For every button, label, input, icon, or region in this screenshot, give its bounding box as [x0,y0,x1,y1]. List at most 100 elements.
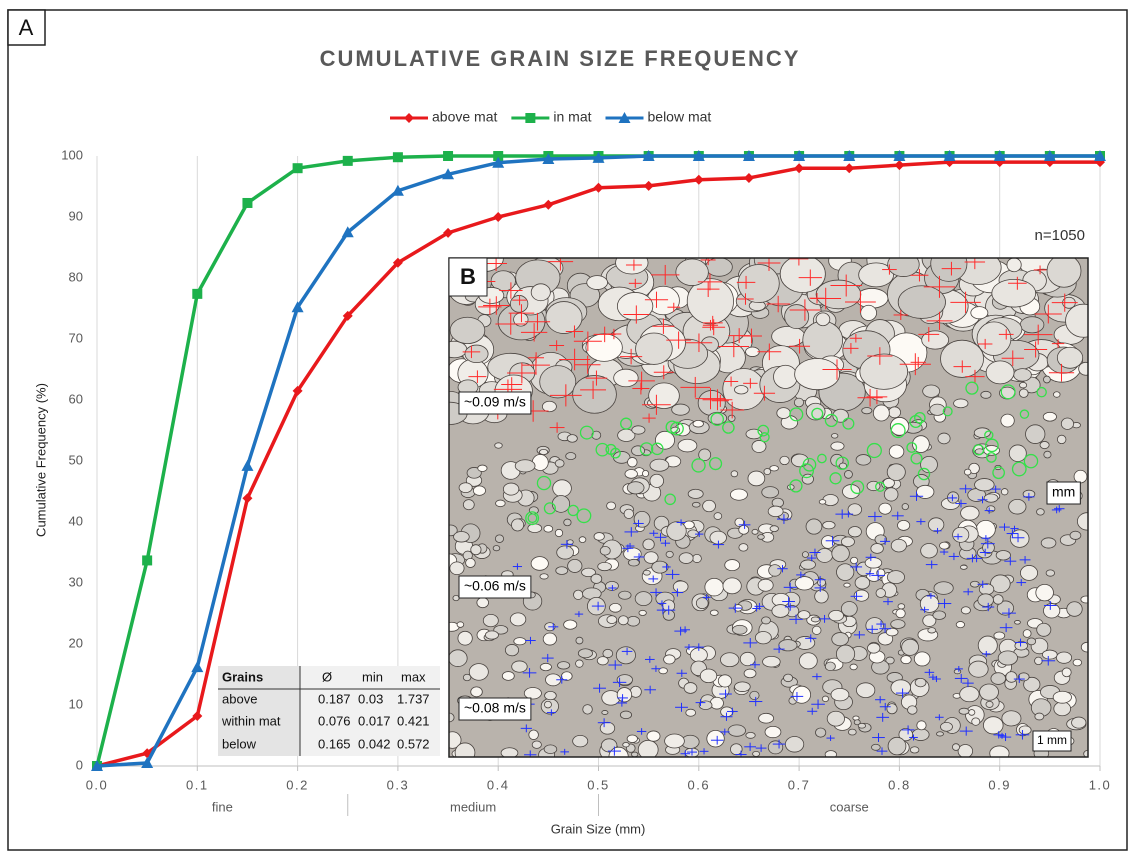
grain [732,625,747,634]
grain [934,582,953,595]
inset-tag: ~0.08 m/s [464,700,526,716]
point [543,200,553,210]
grain [969,661,989,677]
grain [718,675,731,687]
grain [884,488,898,501]
scale-bar: 1 mm [1037,733,1067,747]
grain [623,742,630,747]
grain [515,460,535,472]
grain [731,471,738,477]
grain [528,524,542,533]
grain [998,651,1017,665]
grain [753,751,760,756]
y-tick-label: 30 [69,574,83,589]
grain [544,745,557,754]
grain [972,718,980,725]
grain [1074,470,1087,483]
grain [531,284,550,301]
grain [545,691,557,699]
y-tick-label: 100 [61,147,83,162]
grain [531,557,548,571]
grain [1043,376,1050,383]
grain [1037,623,1051,636]
grain [564,519,571,526]
grain [684,683,697,694]
chart-title: CUMULATIVE GRAIN SIZE FREQUENCY [320,46,801,71]
grain [617,688,632,702]
grain [471,687,483,697]
grain [1053,691,1071,703]
grain [576,660,584,667]
grain [930,404,945,415]
grain [887,464,905,481]
grain [832,633,849,646]
grain [762,617,771,624]
grain [1066,304,1102,337]
grain [555,529,562,536]
grain [607,616,617,624]
grain [594,533,604,541]
grain [914,652,930,666]
grain [980,684,999,700]
grain [624,509,634,518]
grain [688,489,703,498]
grain [600,722,614,734]
grain [616,251,649,274]
grain [650,474,664,487]
grain [457,622,464,628]
y-tick-label: 10 [69,696,83,711]
grain [956,621,964,627]
grain [617,292,653,320]
grain [442,341,467,358]
grain [758,579,773,591]
grain [891,620,905,629]
grain [542,401,556,412]
grain [1042,650,1057,659]
grain [1019,389,1028,397]
grain [755,631,771,643]
grain [473,486,485,495]
grain [858,723,865,728]
table-header: max [401,669,426,684]
grain [841,601,857,616]
grain [714,513,722,520]
grain [837,564,854,581]
grain [524,688,541,700]
grain [959,708,969,714]
grain [769,565,781,577]
grain [665,734,685,748]
point [443,151,453,161]
grain [984,494,998,502]
grain [477,598,489,608]
grain [710,610,718,615]
grain [765,726,781,737]
grain [574,590,583,599]
point [844,163,854,173]
x-tick-label: 0.4 [487,777,510,792]
size-class-label: medium [450,799,496,814]
grain [979,584,994,595]
grain [620,711,631,719]
point [192,289,202,299]
grain [759,713,774,723]
grain [735,682,751,692]
grain [1026,425,1045,444]
grain [876,589,886,598]
grain [591,574,602,583]
grain [556,567,568,575]
grain [831,433,837,438]
grain [746,347,760,357]
table-cell: 0.017 [358,713,391,728]
grain [991,673,1006,685]
grain [634,511,650,527]
grain [667,522,687,541]
panel-label: A [19,15,34,40]
grain [829,610,844,621]
grain [886,628,898,636]
grain [891,539,906,552]
grain [960,687,979,702]
x-axis-label: Grain Size (mm) [551,821,646,836]
y-tick-label: 70 [69,330,83,345]
grain [557,662,569,669]
x-tick-label: 0.7 [788,777,811,792]
